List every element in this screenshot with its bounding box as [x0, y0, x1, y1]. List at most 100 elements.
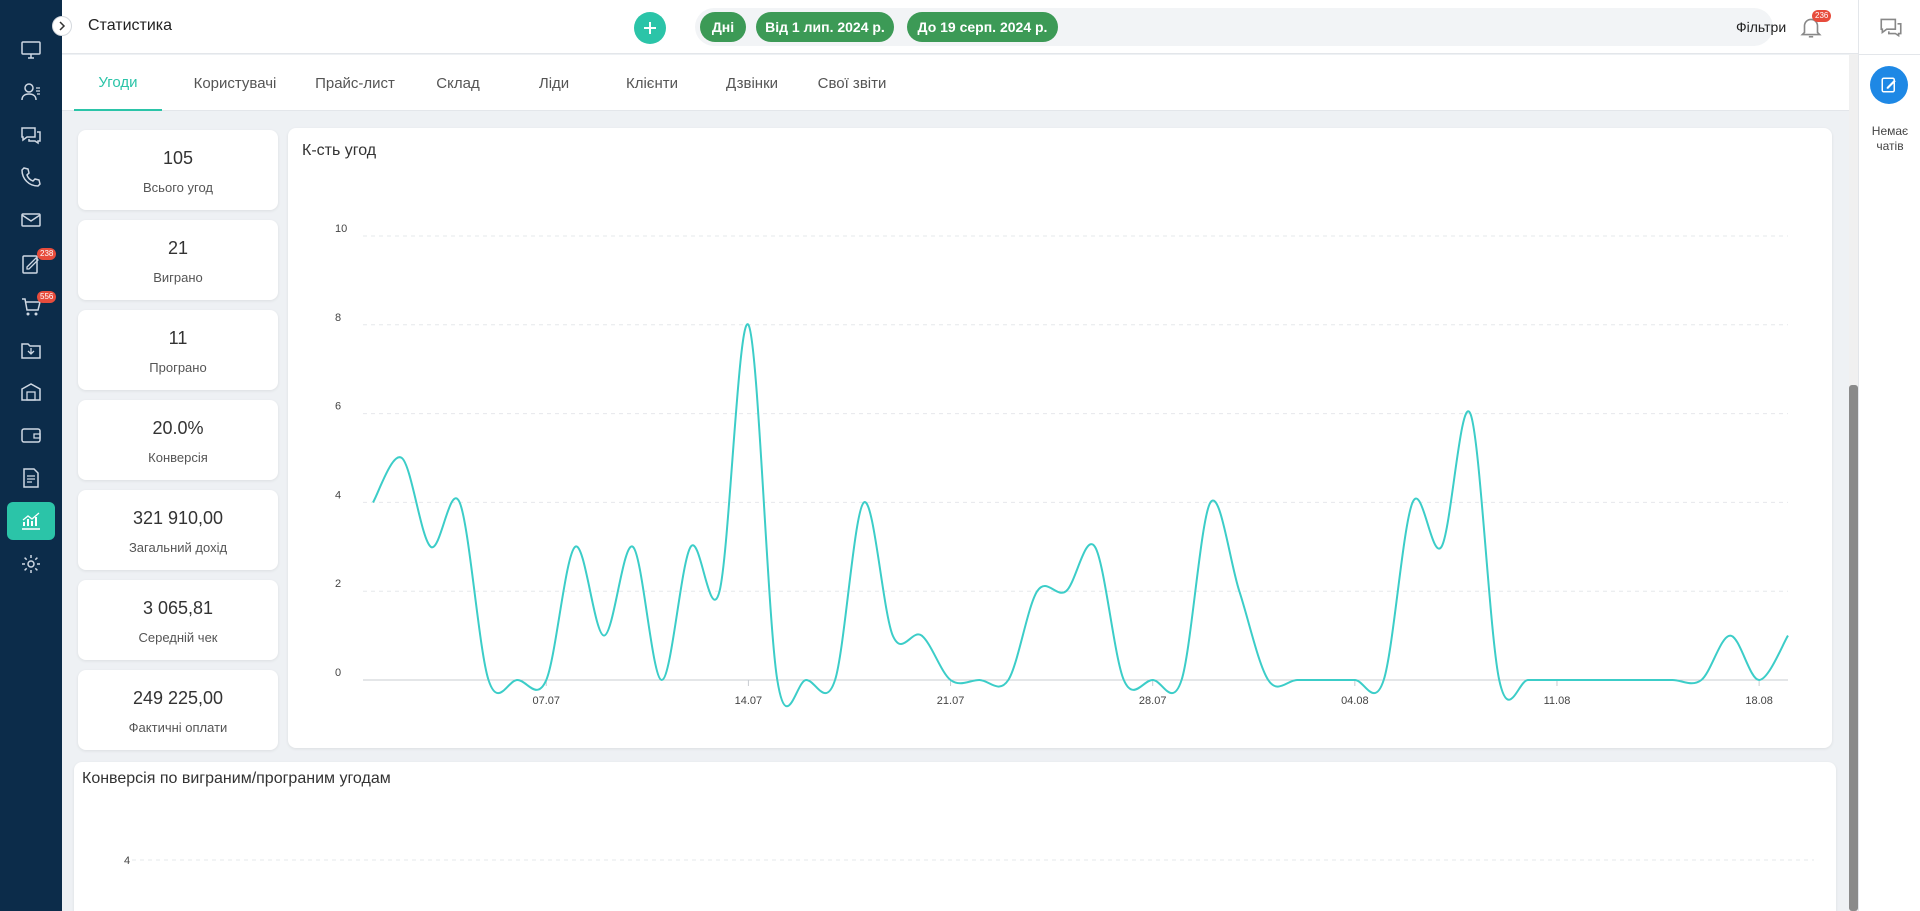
sidebar-item-settings[interactable]	[7, 545, 55, 583]
analytics-icon	[22, 512, 40, 530]
sidebar-item-orders[interactable]: 556	[7, 288, 57, 326]
kpi-value: 321 910,00	[132, 508, 224, 528]
add-button[interactable]	[634, 12, 666, 44]
kpi-card-total-revenue: 321 910,00 Загальний дохід	[78, 490, 278, 570]
kpi-card-average-check: 3 065,81 Середній чек	[78, 580, 278, 660]
deals-count-chart: 0 2 4 6 8 10 07.07 14.07 21.07 28.07 04.08 11.08 18.…	[335, 223, 1789, 708]
new-chat-button[interactable]	[1870, 66, 1908, 104]
edit-icon	[1881, 77, 1896, 93]
left-sidebar: 238 556	[0, 0, 62, 911]
no-chats-text: Немає чатів	[1859, 124, 1920, 154]
page-title: Статистика	[88, 17, 173, 34]
mail-icon	[21, 213, 41, 227]
settings-icon	[22, 555, 40, 573]
report-tabs: Угоди Користувачі Прайс-лист Склад Ліди …	[62, 55, 1849, 111]
x-tick-label: 04.08	[1341, 695, 1369, 707]
kpi-value: 3 065,81	[142, 598, 214, 618]
notifications-badge: 236	[1812, 10, 1832, 22]
no-chats-line2: чатів	[1876, 139, 1904, 153]
chat-panel: Немає чатів	[1858, 0, 1920, 911]
x-tick-label: 14.07	[735, 695, 763, 707]
sidebar-item-files[interactable]	[7, 331, 55, 369]
sidebar-item-contacts[interactable]	[7, 73, 55, 111]
tab-deals[interactable]: Угоди	[74, 55, 162, 111]
kpi-label: Фактичні оплати	[128, 720, 228, 735]
kpi-label: Програно	[149, 360, 207, 375]
document-icon	[23, 468, 39, 488]
kpi-card-won: 21 Виграно	[78, 220, 278, 300]
kpi-card-actual-payments: 249 225,00 Фактичні оплати	[78, 670, 278, 750]
contacts-icon	[21, 83, 40, 101]
filter-bar[interactable]: Дні Від 1 лип. 2024 р. До 19 серп. 2024 …	[695, 8, 1773, 46]
kpi-value: 21	[167, 238, 189, 258]
sidebar-item-wallet[interactable]	[7, 416, 55, 454]
period-chip[interactable]: Дні	[700, 12, 746, 42]
x-tick-label: 11.08	[1544, 695, 1571, 707]
y-tick-label: 4	[335, 489, 341, 501]
conversion-chart-card: Конверсія по виграним/програним угодам 4	[74, 762, 1836, 911]
sidebar-item-documents[interactable]	[7, 459, 55, 497]
chart-title: Конверсія по виграним/програним угодам	[82, 770, 391, 787]
date-from-chip[interactable]: Від 1 лип. 2024 р.	[756, 12, 894, 42]
chat-icon	[21, 127, 41, 145]
top-bar: Статистика Дні Від 1 лип. 2024 р. До 19 …	[62, 0, 1858, 54]
deals-count-chart-card: К-сть угод 0 2 4 6 8 10 07.07 14.07 21.07 28.07 04…	[288, 128, 1832, 748]
y-tick-label: 2	[335, 578, 341, 590]
kpi-label: Загальний дохід	[128, 540, 228, 555]
x-tick-label: 21.07	[937, 695, 965, 707]
tab-calls[interactable]: Дзвінки	[725, 74, 779, 92]
panel-divider	[1859, 54, 1920, 55]
sidebar-collapse-button[interactable]	[52, 16, 72, 36]
tab-users[interactable]: Користувачі	[193, 74, 277, 92]
sidebar-item-statistics[interactable]	[7, 502, 55, 540]
no-chats-line1: Немає	[1871, 124, 1909, 138]
x-tick-label: 28.07	[1139, 695, 1167, 707]
kpi-label: Всього угод	[143, 180, 213, 195]
kpi-card-lost: 11 Програно	[78, 310, 278, 390]
sidebar-item-mail[interactable]	[7, 201, 55, 239]
conversion-chart: 4	[124, 855, 1814, 867]
tab-leads[interactable]: Ліди	[538, 74, 570, 92]
orders-badge: 556	[37, 291, 57, 303]
y-tick-label: 4	[124, 855, 130, 867]
sidebar-item-warehouse[interactable]	[7, 373, 55, 411]
chart-title: К-сть угод	[302, 142, 377, 159]
chevron-right-icon	[59, 21, 66, 31]
notifications-button[interactable]: 236	[1798, 10, 1832, 40]
kpi-label: Середній чек	[138, 630, 218, 645]
monitor-icon	[21, 41, 41, 59]
wallet-icon	[21, 428, 41, 443]
y-tick-label: 10	[335, 223, 347, 235]
phone-icon	[21, 167, 41, 187]
tab-clients[interactable]: Клієнти	[625, 74, 678, 92]
tab-warehouse[interactable]: Склад	[436, 74, 480, 92]
sidebar-item-chats[interactable]	[7, 116, 55, 154]
kpi-card-total-deals: 105 Всього угод	[78, 130, 278, 210]
kpi-value: 20.0%	[152, 418, 204, 438]
kpi-label: Виграно	[153, 270, 203, 285]
kpi-value: 105	[162, 148, 194, 168]
plus-icon	[644, 22, 656, 34]
kpi-card-conversion: 20.0% Конверсія	[78, 400, 278, 480]
kpi-value: 11	[168, 328, 188, 348]
sidebar-item-dashboard[interactable]	[7, 31, 55, 69]
y-tick-label: 6	[335, 401, 341, 413]
y-tick-label: 0	[335, 667, 341, 679]
x-tick-label: 18.08	[1745, 695, 1773, 707]
y-tick-label: 8	[335, 312, 341, 324]
tasks-icon	[22, 255, 39, 274]
deals-series-line	[372, 323, 1789, 708]
sidebar-item-tasks[interactable]: 238	[7, 245, 57, 283]
kpi-value: 249 225,00	[132, 688, 224, 708]
sidebar-item-calls[interactable]	[7, 158, 55, 196]
warehouse-icon	[21, 383, 41, 401]
folder-download-icon	[21, 343, 41, 359]
scrollbar-thumb[interactable]	[1849, 385, 1858, 911]
tab-price-list[interactable]: Прайс-лист	[315, 74, 395, 92]
tasks-badge: 238	[37, 248, 57, 260]
chats-icon[interactable]	[1878, 14, 1904, 40]
cart-icon	[22, 298, 41, 316]
date-to-chip[interactable]: До 19 серп. 2024 р.	[907, 12, 1058, 42]
filters-button[interactable]: Фільтри	[1736, 19, 1787, 35]
tab-custom-reports[interactable]: Свої звіти	[817, 74, 887, 92]
